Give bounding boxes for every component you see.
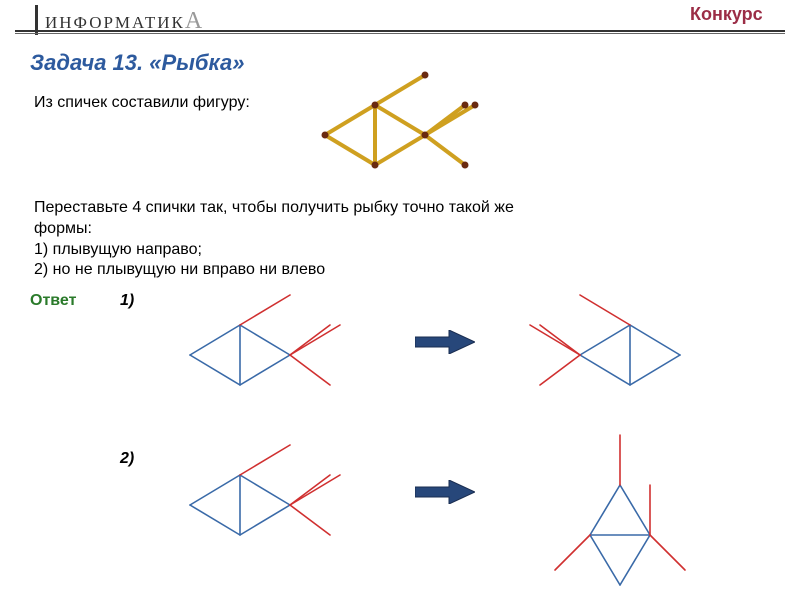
answer-label: Ответ [30, 292, 76, 310]
solution-2-after [540, 430, 710, 600]
matchstick-figure [280, 65, 490, 175]
solution-1-before [160, 290, 360, 400]
arrow-icon [415, 330, 475, 354]
contest-label: Конкурс [690, 4, 770, 25]
task-line: 1) плывущую направо; [34, 240, 514, 261]
solution-1-label: 1) [120, 292, 134, 310]
header-rule-2 [15, 33, 785, 34]
task-line: формы: [34, 219, 514, 240]
solution-1-after [520, 290, 720, 400]
arrow-icon [415, 480, 475, 504]
task-line: Переставьте 4 спички так, чтобы получить… [34, 198, 514, 219]
problem-title: Задача 13. «Рыбка» [30, 50, 244, 76]
task-line: 2) но не плывущую ни вправо ни влево [34, 260, 514, 281]
intro-text: Из спичек составили фигуру: [34, 94, 250, 112]
header-rule-1 [15, 30, 785, 32]
solution-2-before [160, 440, 360, 550]
task-text: Переставьте 4 спички так, чтобы получить… [34, 198, 514, 281]
solution-2-label: 2) [120, 450, 134, 468]
